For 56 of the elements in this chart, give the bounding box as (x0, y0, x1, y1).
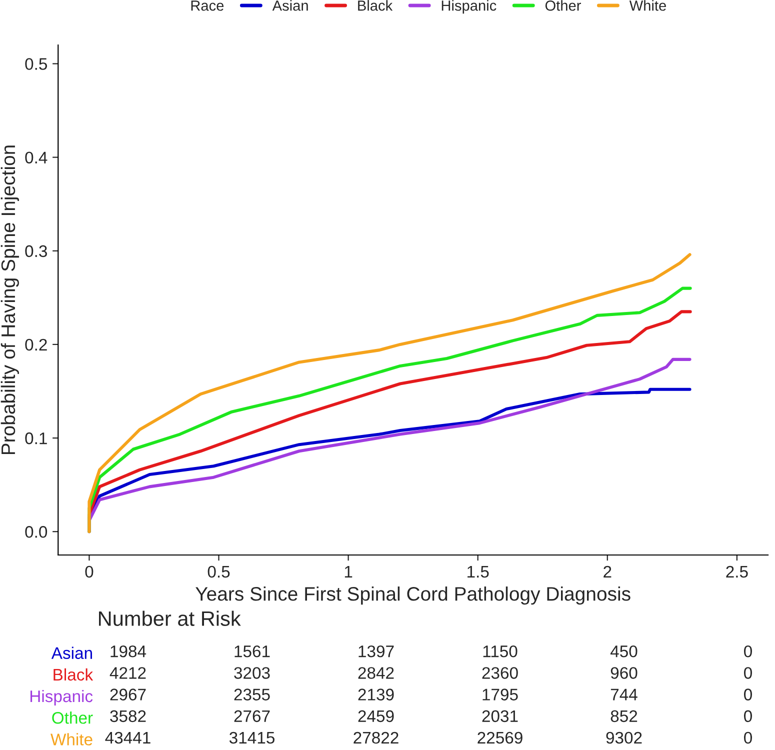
data-label: 31415 (229, 732, 274, 744)
data-label: 2031 (482, 710, 518, 722)
data-label: 3582 (110, 710, 146, 722)
x-tick-label: 0 (85, 566, 94, 578)
y-tick-label: 0.0 (25, 526, 48, 538)
x-tick-label: 2 (604, 566, 612, 578)
x-tick-label: 1.5 (468, 566, 489, 578)
data-label: 0 (744, 667, 752, 679)
data-label: 1795 (482, 688, 518, 700)
y-tick-label: Hispanic (30, 690, 93, 706)
data-label: 0 (744, 732, 752, 744)
data-label: 0 (744, 688, 752, 700)
data-label: 0 (744, 710, 752, 722)
y-tick-label: 0.1 (25, 432, 47, 444)
legend-label: White (629, 0, 666, 11)
data-label: 2360 (482, 667, 518, 679)
y-tick-label: 0.3 (25, 245, 47, 258)
data-label: 2767 (234, 710, 270, 722)
y-axis-title: Probability of Having Spine Injection (0, 146, 19, 454)
y-tick-label: Asian (51, 646, 92, 660)
data-label: 1984 (110, 645, 146, 658)
data-label: 2459 (358, 710, 394, 722)
legend-label: Asian (272, 0, 308, 11)
data-label: 2967 (110, 688, 146, 700)
data-label: 2842 (358, 667, 394, 679)
data-label: 3203 (234, 667, 270, 679)
data-label: 1561 (234, 645, 270, 658)
x-tick-label: 0.5 (208, 566, 230, 578)
y-tick-label: Other (52, 712, 93, 724)
x-tick-label: 2.5 (726, 566, 748, 578)
data-label: 0 (744, 645, 752, 658)
data-label: 43441 (105, 732, 150, 744)
y-tick-label: 0.5 (25, 58, 48, 70)
x-tick-label: 1 (344, 566, 352, 578)
legend-label: Hispanic (442, 0, 496, 14)
data-label: 744 (610, 688, 638, 700)
legend-label: Other (545, 0, 581, 11)
data-label: 2139 (358, 688, 394, 700)
data-label: 22569 (478, 732, 522, 744)
data-label: 852 (610, 710, 638, 722)
chart-title: Number at Risk (99, 610, 241, 626)
data-label: 450 (610, 645, 638, 658)
x-axis-title: Years Since First Spinal Cord Pathology Diagnosis (196, 586, 630, 605)
data-label: 960 (610, 667, 638, 679)
data-label: 9302 (606, 732, 642, 744)
data-label: 2355 (234, 688, 270, 700)
legend-label: Black (358, 0, 393, 11)
legend-title: Race (191, 0, 224, 11)
data-label: 27822 (354, 732, 398, 744)
y-tick-label: White (50, 733, 92, 746)
y-tick-label: Black (54, 668, 94, 681)
y-tick-label: 0.4 (25, 152, 48, 164)
data-label: 4212 (110, 667, 146, 679)
y-tick-label: 0.2 (25, 338, 47, 351)
data-label: 1150 (483, 645, 518, 658)
data-label: 1397 (358, 645, 394, 658)
